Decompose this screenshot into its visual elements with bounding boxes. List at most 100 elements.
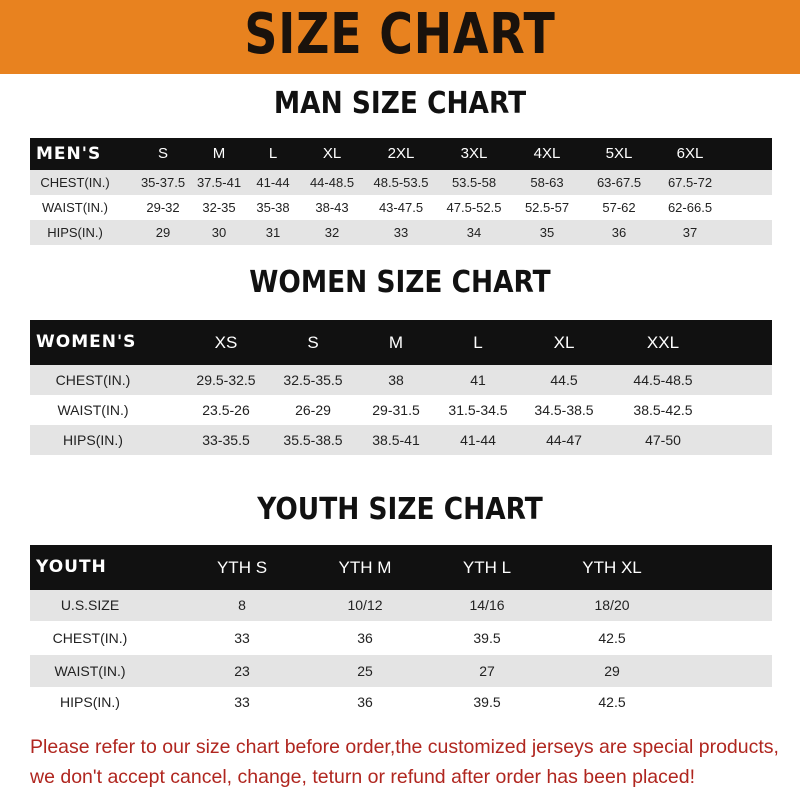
notice-line-1: Please refer to our size chart before or… bbox=[30, 736, 779, 758]
table-cell: 29 bbox=[155, 225, 171, 240]
table-cell: 33 bbox=[234, 694, 250, 710]
table-title-cell: WOMEN'S bbox=[36, 332, 137, 352]
size-header: XL bbox=[322, 145, 342, 162]
table-cell: 34.5-38.5 bbox=[534, 402, 594, 418]
row-label: CHEST(IN.) bbox=[40, 175, 110, 190]
table-cell: 37 bbox=[682, 225, 698, 240]
size-header: L bbox=[473, 333, 483, 352]
size-header: 6XL bbox=[676, 145, 704, 162]
table-row: WAIST(IN.) 23.5-26 26-29 29-31.5 31.5-34.5 34… bbox=[30, 395, 772, 425]
table-cell: 37.5-41 bbox=[196, 175, 242, 190]
row-label: HIPS(IN.) bbox=[63, 432, 123, 448]
table-cell: 29-32 bbox=[146, 200, 180, 215]
table-cell: 18/20 bbox=[594, 597, 630, 613]
table-cell: 36 bbox=[611, 225, 627, 240]
size-header: 2XL bbox=[387, 145, 415, 162]
table-cell: 57-62 bbox=[602, 200, 636, 215]
table-cell: 43-47.5 bbox=[378, 200, 424, 215]
notice-line-2: we don't accept cancel, change, teturn o… bbox=[30, 766, 695, 788]
table-header-row: MEN'S S M L XL 2XL 3XL 4XL 5XL 6XL bbox=[30, 138, 772, 170]
table-cell: 33 bbox=[234, 630, 250, 646]
size-header: XXL bbox=[646, 333, 680, 352]
table-cell: 38.5-41 bbox=[372, 432, 420, 448]
table-cell: 44.5 bbox=[550, 372, 578, 388]
size-header: YTH M bbox=[338, 558, 392, 577]
table-row: CHEST(IN.) 33 36 39.5 42.5 bbox=[30, 621, 772, 655]
men-section-title: MAN SIZE CHART bbox=[273, 86, 527, 121]
size-header: 4XL bbox=[533, 145, 561, 162]
table-cell: 35 bbox=[539, 225, 555, 240]
size-header: YTH S bbox=[216, 558, 268, 577]
row-label: WAIST(IN.) bbox=[42, 200, 108, 215]
table-cell: 36 bbox=[357, 630, 373, 646]
table-cell: 44.5-48.5 bbox=[633, 372, 693, 388]
table-cell: 39.5 bbox=[473, 694, 501, 710]
page-title: SIZE CHART bbox=[244, 2, 556, 67]
notice: Please refer to our size chart before or… bbox=[30, 732, 790, 792]
table-cell: 35-37.5 bbox=[140, 175, 186, 190]
table-cell: 30 bbox=[211, 225, 227, 240]
table-cell: 34 bbox=[466, 225, 482, 240]
size-header: L bbox=[268, 145, 278, 162]
table-cell: 23 bbox=[234, 663, 250, 679]
table-cell: 29-31.5 bbox=[372, 402, 420, 418]
table-cell: 48.5-53.5 bbox=[373, 175, 429, 190]
table-cell: 26-29 bbox=[295, 402, 331, 418]
size-header: 3XL bbox=[460, 145, 488, 162]
table-cell: 38.5-42.5 bbox=[633, 402, 693, 418]
table-cell: 67.5-72 bbox=[667, 175, 713, 190]
size-header: YTH L bbox=[462, 558, 512, 577]
table-header-row: YOUTH YTH S YTH M YTH L YTH XL bbox=[30, 545, 772, 590]
table-cell: 14/16 bbox=[469, 597, 505, 613]
table-row: WAIST(IN.) 29-32 32-35 35-38 38-43 43-47.5 47.… bbox=[30, 195, 772, 220]
table-cell: 31 bbox=[265, 225, 281, 240]
size-header: S bbox=[157, 145, 169, 162]
table-cell: 38 bbox=[388, 372, 404, 388]
row-label: CHEST(IN.) bbox=[52, 630, 128, 646]
table-cell: 8 bbox=[238, 597, 246, 613]
table-title-cell: MEN'S bbox=[36, 144, 102, 164]
table-cell: 47.5-52.5 bbox=[446, 200, 502, 215]
table-cell: 25 bbox=[357, 663, 373, 679]
row-label: U.S.SIZE bbox=[60, 597, 120, 613]
table-cell: 44-47 bbox=[546, 432, 582, 448]
table-cell: 63-67.5 bbox=[596, 175, 642, 190]
table-row: CHEST(IN.) 29.5-32.5 32.5-35.5 38 41 44.5 44.5… bbox=[30, 365, 772, 395]
table-cell: 58-63 bbox=[530, 175, 564, 190]
table-cell: 33-35.5 bbox=[202, 432, 250, 448]
row-label: WAIST(IN.) bbox=[57, 402, 129, 418]
table-row: HIPS(IN.) 33 36 39.5 42.5 bbox=[30, 687, 772, 718]
table-row: U.S.SIZE 8 10/12 14/16 18/20 bbox=[30, 590, 772, 621]
table-cell: 27 bbox=[479, 663, 495, 679]
table-cell: 36 bbox=[357, 694, 373, 710]
table-cell: 10/12 bbox=[347, 597, 383, 613]
table-header-row: WOMEN'S XS S M L XL XXL bbox=[30, 320, 772, 365]
table-cell: 33 bbox=[393, 225, 409, 240]
table-cell: 42.5 bbox=[598, 630, 626, 646]
size-header: XL bbox=[553, 333, 575, 352]
table-row: WAIST(IN.) 23 25 27 29 bbox=[30, 655, 772, 687]
table-cell: 32-35 bbox=[202, 200, 236, 215]
table-cell: 44-48.5 bbox=[309, 175, 355, 190]
size-header: XS bbox=[214, 333, 238, 352]
size-header: S bbox=[307, 333, 319, 352]
table-cell: 31.5-34.5 bbox=[448, 402, 508, 418]
size-header: M bbox=[388, 333, 404, 352]
size-header: 5XL bbox=[605, 145, 633, 162]
size-header: YTH XL bbox=[582, 558, 642, 577]
women-section-title: WOMEN SIZE CHART bbox=[249, 265, 551, 300]
table-cell: 29 bbox=[604, 663, 620, 679]
row-label: HIPS(IN.) bbox=[47, 225, 103, 240]
table-cell: 41-44 bbox=[256, 175, 290, 190]
table-cell: 47-50 bbox=[645, 432, 681, 448]
table-cell: 29.5-32.5 bbox=[196, 372, 256, 388]
table-row: HIPS(IN.) 33-35.5 35.5-38.5 38.5-41 41-44 44-… bbox=[30, 425, 772, 455]
youth-section-title: YOUTH SIZE CHART bbox=[257, 492, 543, 527]
size-header: M bbox=[212, 145, 226, 162]
table-title-cell: YOUTH bbox=[36, 557, 107, 577]
table-cell: 32.5-35.5 bbox=[283, 372, 343, 388]
table-cell: 23.5-26 bbox=[202, 402, 250, 418]
table-cell: 53.5-58 bbox=[451, 175, 497, 190]
table-cell: 41-44 bbox=[460, 432, 496, 448]
